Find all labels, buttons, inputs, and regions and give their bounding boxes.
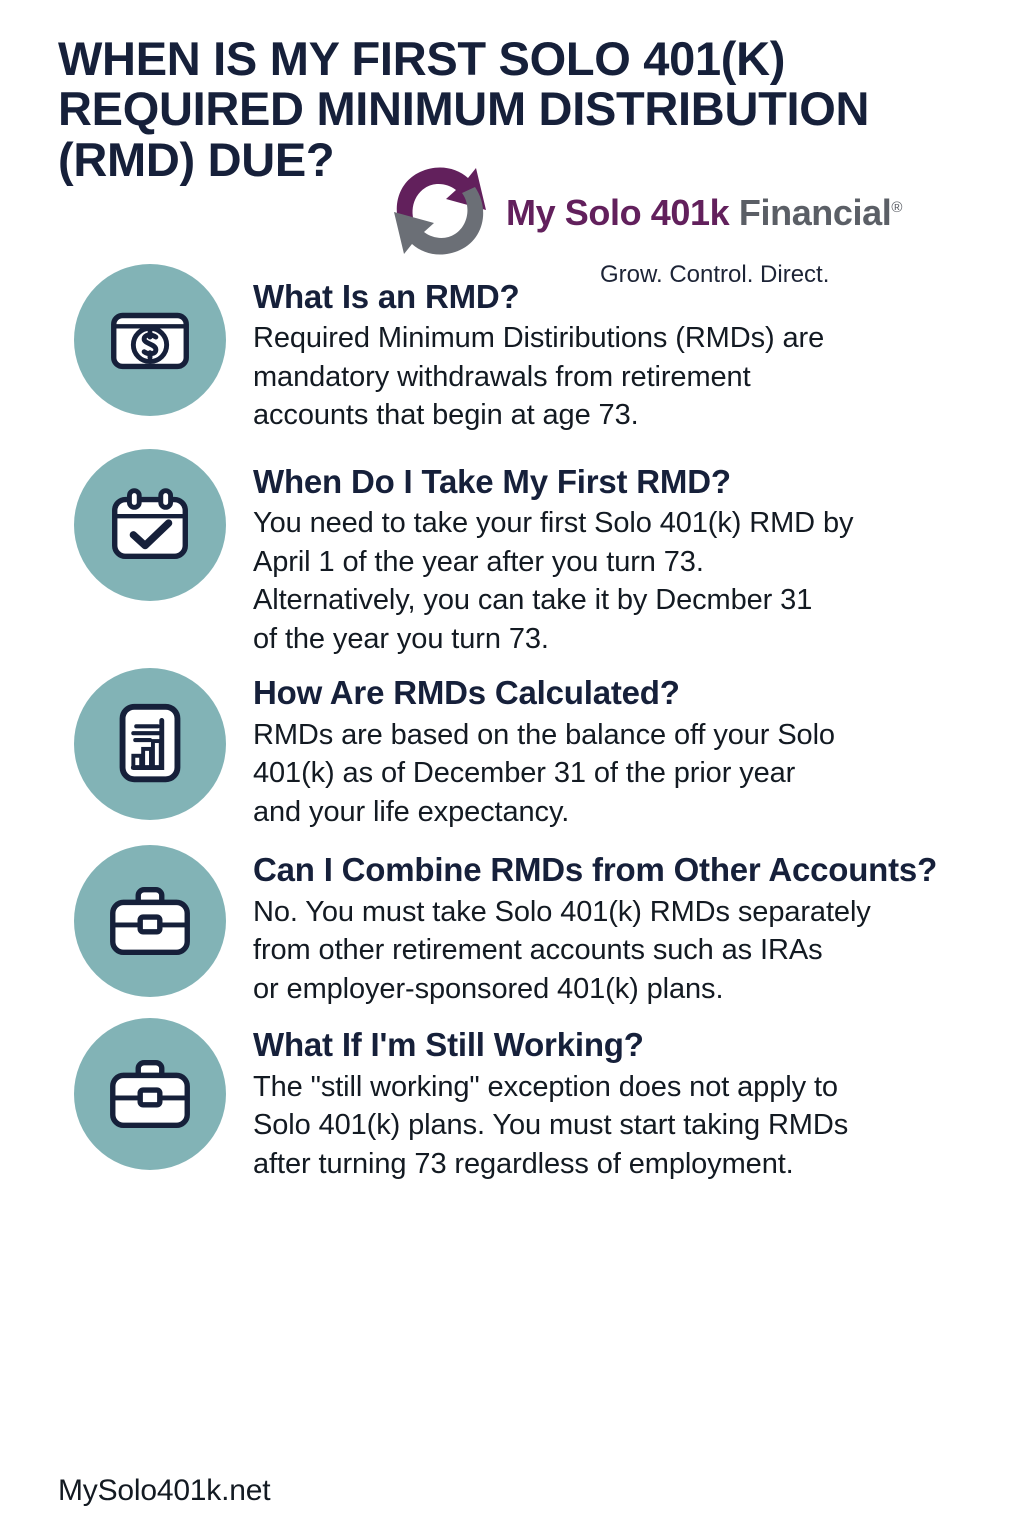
section-heading: What Is an RMD?	[253, 278, 520, 315]
heading-line: Other Accounts?	[673, 851, 938, 889]
body-line: Required Minimum Distiributions (RMDs) a…	[253, 322, 825, 355]
briefcase-icon	[74, 845, 226, 998]
body-line: after turning 73 regardless of employmen…	[253, 1147, 794, 1180]
body-line: Alternatively, you can take it by Decmbe…	[253, 584, 813, 617]
section-what-is-an-rmd: What Is an RMD? Required Minimum Distiri…	[0, 262, 1024, 435]
logo-name-secondary: Financial	[738, 192, 892, 233]
section-body: The "still working" exception does not a…	[253, 1068, 986, 1184]
sections-list: What Is an RMD? Required Minimum Distiri…	[0, 262, 1024, 1183]
body-line: mandatory withdrawals from retirement	[253, 360, 751, 393]
section-heading: What If I'm Still Working?	[253, 1026, 644, 1064]
section-how-are-rmds-calculated: How Are RMDs Calculated? RMDs are based …	[0, 666, 1024, 831]
body-line: accounts that begin at age 73.	[253, 399, 639, 432]
section-body: You need to take your first Solo 401(k) …	[253, 504, 986, 658]
section-text: What If I'm Still Working? The "still wo…	[226, 1016, 986, 1183]
section-body: No. You must take Solo 401(k) RMDs separ…	[253, 893, 986, 1009]
section-when-do-i-take-my-first-rmd: When Do I Take My First RMD? You need to…	[0, 447, 1024, 659]
section-text: When Do I Take My First RMD? You need to…	[226, 447, 986, 659]
body-line: RMDs are based on the balance off your S…	[253, 718, 835, 751]
section-can-i-combine-rmds: Can I Combine RMDs from Other Accounts? …	[0, 843, 1024, 1008]
registered-mark-icon: ®	[891, 199, 903, 216]
brand-logo: My Solo 401k Financial® Grow. Control. D…	[388, 163, 988, 289]
circular-arrows-icon	[388, 163, 492, 259]
section-text: How Are RMDs Calculated? RMDs are based …	[226, 666, 986, 831]
body-line: The "still working" exception does not a…	[253, 1070, 838, 1103]
money-bill-dollar-icon	[74, 264, 226, 416]
body-line: 401(k) as of December 31 of the prior ye…	[253, 757, 796, 790]
section-text: Can I Combine RMDs from Other Accounts? …	[226, 843, 986, 1008]
section-body: RMDs are based on the balance off your S…	[253, 716, 986, 832]
section-what-if-im-still-working: What If I'm Still Working? The "still wo…	[0, 1016, 1024, 1183]
briefcase-icon	[74, 1018, 226, 1171]
logo-row: My Solo 401k Financial®	[388, 163, 902, 259]
body-line: No. You must take Solo 401(k) RMDs separ…	[253, 895, 871, 928]
logo-wordmark: My Solo 401k Financial®	[506, 191, 902, 231]
body-line: April 1 of the year after you turn 73.	[253, 545, 704, 578]
section-text: What Is an RMD? Required Minimum Distiri…	[226, 262, 986, 435]
body-line: You need to take your first Solo 401(k) …	[253, 507, 854, 540]
heading-line: Can I Combine RMDs from	[253, 851, 665, 889]
body-line: or employer-sponsored 401(k) plans.	[253, 972, 724, 1005]
logo-tagline: Grow. Control. Direct.	[600, 261, 830, 288]
section-heading: Can I Combine RMDs from Other Accounts?	[253, 851, 986, 889]
section-heading: When Do I Take My First RMD?	[253, 462, 731, 500]
body-line: Solo 401(k) plans. You must start taking…	[253, 1109, 849, 1142]
body-line: of the year you turn 73.	[253, 622, 549, 655]
calendar-check-icon	[74, 448, 226, 601]
body-line: and your life expectancy.	[253, 795, 570, 828]
section-body: Required Minimum Distiributions (RMDs) a…	[253, 319, 986, 435]
document-bar-chart-icon	[74, 668, 226, 821]
footer-website: MySolo401k.net	[58, 1474, 271, 1507]
logo-name-primary: My Solo 401k	[506, 192, 730, 233]
section-heading: How Are RMDs Calculated?	[253, 674, 680, 712]
body-line: from other retirement accounts such as I…	[253, 934, 823, 967]
page-title: WHEN IS MY FIRST SOLO 401(k) REQUIRED MI…	[58, 32, 870, 186]
header: WHEN IS MY FIRST SOLO 401(k) REQUIRED MI…	[0, 0, 1024, 185]
